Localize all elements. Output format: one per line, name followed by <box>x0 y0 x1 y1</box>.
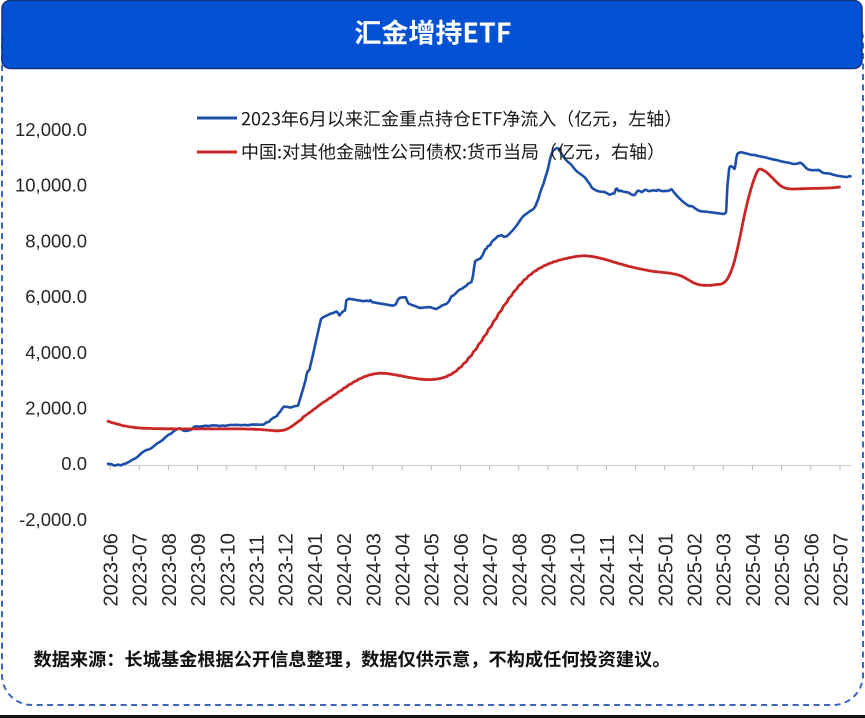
svg-text:2023-11: 2023-11 <box>247 535 269 607</box>
svg-text:2023-09: 2023-09 <box>188 533 210 606</box>
svg-text:2024-05: 2024-05 <box>422 533 444 606</box>
svg-text:2023-10: 2023-10 <box>217 533 239 606</box>
svg-text:2025-04: 2025-04 <box>743 533 765 606</box>
svg-text:2025-02: 2025-02 <box>685 533 707 606</box>
svg-text:-2,000.0: -2,000.0 <box>19 509 87 530</box>
svg-text:2024-09: 2024-09 <box>539 533 561 606</box>
svg-text:2024-10: 2024-10 <box>568 533 590 606</box>
svg-text:2023-08: 2023-08 <box>159 533 181 606</box>
svg-text:2025-06: 2025-06 <box>801 533 823 606</box>
svg-text:2025-07: 2025-07 <box>831 533 853 606</box>
svg-text:2024-02: 2024-02 <box>334 533 356 606</box>
svg-text:2023-12: 2023-12 <box>276 533 298 606</box>
svg-text:8,000.0: 8,000.0 <box>25 230 87 251</box>
svg-text:2024-01: 2024-01 <box>305 533 327 606</box>
svg-text:2024-08: 2024-08 <box>509 533 531 606</box>
svg-text:2023-06: 2023-06 <box>101 533 123 606</box>
svg-text:10,000.0: 10,000.0 <box>15 175 87 196</box>
svg-text:2023-07: 2023-07 <box>130 533 152 606</box>
svg-text:2024-12: 2024-12 <box>626 533 648 606</box>
svg-text:2024-07: 2024-07 <box>480 533 502 606</box>
svg-text:6,000.0: 6,000.0 <box>25 286 87 307</box>
svg-text:2024-06: 2024-06 <box>451 533 473 606</box>
svg-text:2025-03: 2025-03 <box>714 533 736 606</box>
svg-text:2024-11: 2024-11 <box>597 535 619 607</box>
svg-text:2025-01: 2025-01 <box>655 533 677 606</box>
svg-text:2,000.0: 2,000.0 <box>25 398 87 419</box>
svg-text:2024-03: 2024-03 <box>363 533 385 606</box>
svg-text:4,000.0: 4,000.0 <box>25 342 87 363</box>
svg-text:2025-05: 2025-05 <box>772 533 794 606</box>
svg-text:2024-04: 2024-04 <box>393 533 415 606</box>
svg-text:12,000.0: 12,000.0 <box>15 119 87 140</box>
svg-text:0.0: 0.0 <box>61 453 87 474</box>
